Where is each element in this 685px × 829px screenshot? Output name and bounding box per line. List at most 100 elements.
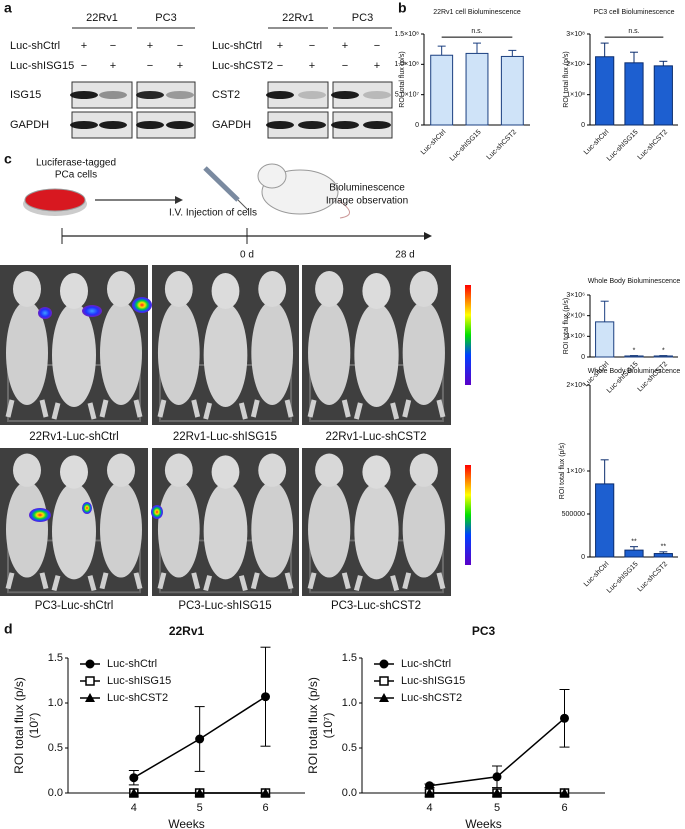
- y-tick-label: 1.5: [48, 652, 63, 664]
- image-caption: PC3-Luc-shISG15: [178, 600, 271, 612]
- y-tick-label: 3×10⁶: [566, 292, 585, 299]
- legend-marker: [85, 659, 95, 669]
- y-axis-label: ROI total flux (p/s): [559, 443, 566, 499]
- signal: [38, 307, 52, 319]
- y-tick-label: 1×10⁶: [566, 468, 585, 475]
- panel-label: b: [398, 0, 407, 16]
- legend-label: Luc-shCST2: [401, 692, 462, 704]
- y-tick-label: 0.0: [48, 787, 63, 799]
- mouse-image: [0, 448, 148, 596]
- group-label: PC3: [155, 12, 176, 24]
- lane-mark: −: [81, 60, 87, 72]
- lane-mark: −: [147, 60, 153, 72]
- point: [129, 773, 139, 783]
- panel-label: a: [4, 0, 12, 16]
- x-tick-label: Luc-shCST2: [637, 361, 670, 394]
- panel-label: c: [4, 151, 12, 167]
- lane-mark: −: [374, 40, 380, 52]
- y-tick-label: 0.5: [48, 742, 63, 754]
- x-axis-label: Weeks: [465, 817, 501, 829]
- point: [492, 788, 502, 797]
- group-label: PC3: [352, 12, 373, 24]
- band: [298, 121, 326, 129]
- x-tick-label: 5: [197, 802, 203, 814]
- bar: [624, 355, 644, 358]
- legend-label: Luc-shCtrl: [107, 658, 157, 670]
- bar: [653, 65, 673, 126]
- signal: [132, 297, 152, 313]
- bar: [624, 62, 644, 126]
- point: [425, 781, 434, 791]
- chart-title: PC3: [472, 624, 496, 638]
- point: [492, 772, 502, 782]
- legend-label: Luc-shISG15: [107, 675, 171, 687]
- y-axis-label: ROI total flux (p/s): [399, 51, 406, 107]
- significance: **: [661, 544, 667, 551]
- y-tick-label: 0: [581, 122, 585, 129]
- annotation: n.s.: [628, 28, 639, 35]
- x-axis-label: Weeks: [168, 817, 204, 829]
- mouse: [257, 163, 287, 189]
- row-label: Luc-shCtrl: [212, 40, 262, 52]
- lane-mark: −: [177, 40, 183, 52]
- schematic-text: Image observation: [326, 196, 408, 207]
- signal: [82, 502, 92, 514]
- band: [136, 91, 164, 99]
- band: [266, 91, 294, 99]
- bar: [653, 553, 673, 558]
- band: [99, 91, 127, 99]
- legend-marker: [85, 693, 95, 702]
- color-scale: [465, 285, 471, 385]
- signal: [82, 305, 102, 317]
- lane-mark: +: [309, 60, 315, 72]
- chart-title: Whole Body Bioluminescence: [588, 368, 681, 375]
- point: [261, 692, 270, 702]
- lane-mark: −: [277, 60, 283, 72]
- point: [260, 788, 271, 797]
- legend-marker: [379, 659, 389, 669]
- band: [331, 91, 359, 99]
- y-tick-label: 0.5: [342, 742, 357, 754]
- mouse-image: [302, 448, 451, 596]
- y-tick-label: 0.0: [342, 787, 357, 799]
- y-axis-label: ROI total flux (p/s): [306, 677, 320, 774]
- legend-marker: [379, 693, 389, 702]
- band: [99, 121, 127, 129]
- x-tick-label: 5: [494, 802, 500, 814]
- x-tick-label: Luc-shCST2: [637, 129, 670, 162]
- x-tick-label: Luc-shCST2: [637, 561, 670, 594]
- annotation: n.s.: [471, 28, 482, 35]
- y-tick-label: 0: [581, 554, 585, 561]
- bar: [500, 55, 524, 126]
- point: [560, 713, 569, 723]
- dish: [24, 188, 86, 212]
- syringe: [203, 166, 240, 202]
- x-tick-label: Luc-shCST2: [486, 129, 519, 162]
- arrow: [175, 196, 183, 204]
- band: [166, 121, 194, 129]
- x-tick-label: Luc-shCtrl: [583, 560, 611, 588]
- lane-mark: +: [277, 40, 283, 52]
- image-caption: 22Rv1-Luc-shCST2: [326, 431, 427, 443]
- bar: [653, 355, 673, 358]
- row-label: Luc-shCtrl: [10, 40, 60, 52]
- y-tick-label: 500000: [562, 511, 585, 518]
- x-tick-label: 4: [131, 802, 137, 814]
- point: [195, 734, 205, 744]
- y-tick-label: 0: [581, 354, 585, 361]
- x-tick-label: Luc-shISG15: [606, 361, 640, 395]
- lane-mark: +: [374, 60, 380, 72]
- lane-mark: +: [81, 40, 87, 52]
- bar: [430, 54, 454, 126]
- y-tick-label: 1×10⁸: [566, 92, 585, 99]
- schematic-text: I.V. Injection of cells: [169, 208, 257, 219]
- x-tick-label: 6: [561, 802, 567, 814]
- y-tick-label: 1.0: [342, 697, 357, 709]
- y-tick-label: 1×10⁶: [566, 333, 585, 340]
- bar: [624, 549, 644, 558]
- band-label: CST2: [212, 89, 240, 101]
- band: [266, 121, 294, 129]
- group-label: 22Rv1: [282, 12, 314, 24]
- legend-marker: [379, 676, 389, 686]
